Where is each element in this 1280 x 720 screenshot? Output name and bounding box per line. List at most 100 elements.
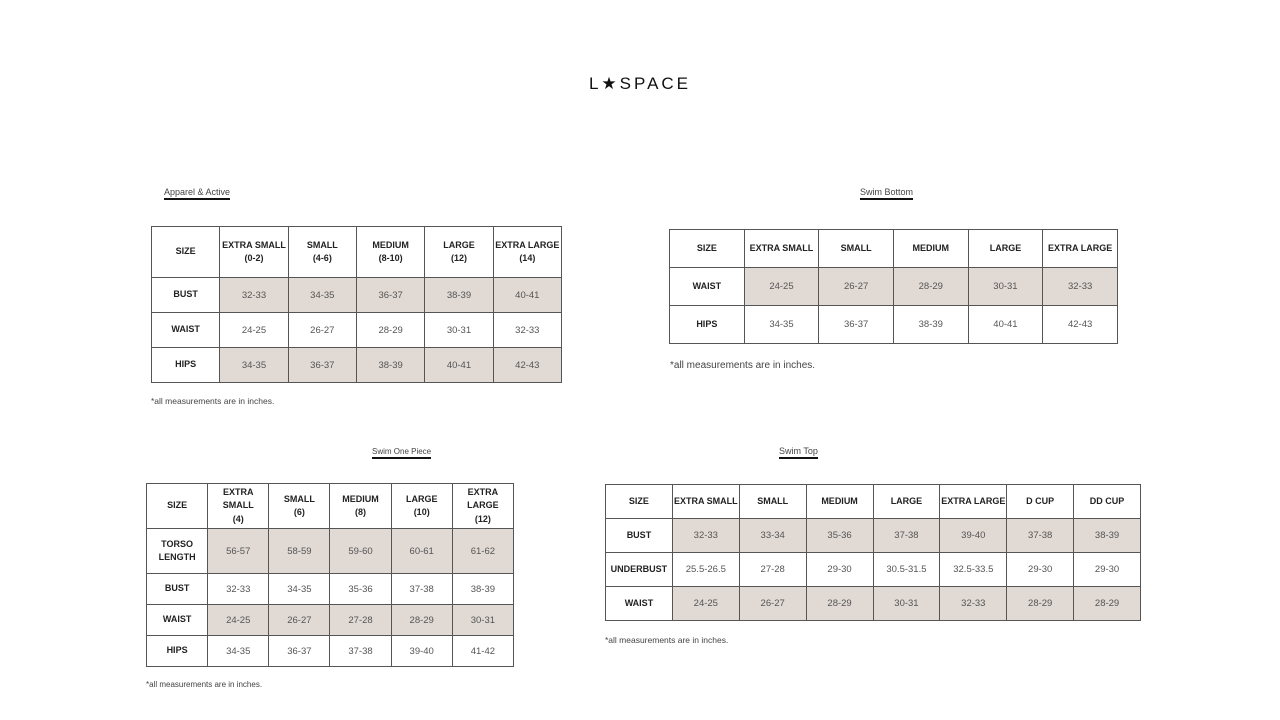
measurement-cell: 37-38	[1006, 518, 1075, 553]
column-header: MEDIUM	[892, 229, 969, 268]
header-row: SIZE EXTRA SMALL SMALL MEDIUM LARGE EXTRA LAR…	[605, 484, 1141, 519]
measurement-cell: 41-42	[451, 635, 515, 667]
row-label: WAIST	[605, 586, 673, 621]
row-label: BUST	[150, 277, 221, 313]
measurement-cell: 39-40	[939, 518, 1008, 553]
column-header: SMALL (4-6)	[287, 226, 357, 278]
size-header: SIZE	[145, 483, 209, 529]
measurement-cell: 42-43	[1042, 305, 1118, 344]
measurement-cell: 28-29	[892, 267, 969, 306]
swim-one-piece-note: *all measurements are in inches.	[146, 680, 263, 689]
measurement-cell: 32.5-33.5	[939, 552, 1008, 587]
swim-bottom-size-table: SIZE EXTRA SMALL SMALL MEDIUM LARGE EXTRA LAR…	[669, 229, 1118, 344]
column-header: SMALL (6)	[268, 483, 331, 529]
measurement-cell: 30-31	[872, 586, 941, 621]
size-header: SIZE	[150, 226, 221, 278]
row-label: HIPS	[145, 635, 209, 667]
measurement-cell: 28-29	[805, 586, 874, 621]
measurement-cell: 35-36	[805, 518, 874, 553]
measurement-cell: 59-60	[329, 528, 392, 574]
measurement-cell: 26-27	[738, 586, 807, 621]
measurement-cell: 40-41	[967, 305, 1044, 344]
measurement-cell: 36-37	[287, 347, 357, 383]
row-label: UNDERBUST	[605, 552, 673, 587]
column-header: EXTRA SMALL	[743, 229, 820, 268]
swim-top-size-table: SIZE EXTRA SMALL SMALL MEDIUM LARGE EXTRA LAR…	[605, 484, 1141, 621]
apparel-title: Apparel & Active	[164, 187, 231, 200]
swim-one-piece-size-table: SIZE EXTRA SMALL (4) SMALL (6) MEDIUM (8) LARGE…	[145, 483, 515, 667]
row-label: WAIST	[150, 312, 221, 348]
size-header: SIZE	[669, 229, 745, 268]
size-header: SIZE	[605, 484, 673, 519]
column-header: LARGE (10)	[390, 483, 453, 529]
row-label: WAIST	[669, 267, 745, 306]
column-header: EXTRA SMALL	[671, 484, 740, 519]
measurement-cell: 26-27	[818, 267, 894, 306]
measurement-cell: 40-41	[424, 347, 494, 383]
measurement-cell: 30-31	[451, 604, 515, 636]
measurement-cell: 32-33	[1042, 267, 1118, 306]
measurement-cell: 37-38	[329, 635, 392, 667]
column-header: EXTRA LARGE (14)	[492, 226, 563, 278]
measurement-cell: 38-39	[355, 347, 426, 383]
measurement-cell: 24-25	[743, 267, 820, 306]
measurement-cell: 56-57	[207, 528, 270, 574]
measurement-cell: 42-43	[492, 347, 563, 383]
measurement-cell: 60-61	[390, 528, 453, 574]
swim-bottom-title: Swim Bottom	[860, 187, 914, 200]
measurement-cell: 37-38	[872, 518, 941, 553]
table-row: BUST 32-33 33-34 35-36 37-38 39-40 37-38 38-39	[605, 518, 1141, 553]
measurement-cell: 37-38	[390, 573, 453, 605]
column-header: LARGE (12)	[424, 226, 494, 278]
measurement-cell: 26-27	[268, 604, 331, 636]
measurement-cell: 34-35	[207, 635, 270, 667]
measurement-cell: 38-39	[892, 305, 969, 344]
table-row: BUST 32-33 34-35 35-36 37-38 38-39	[145, 573, 515, 605]
column-header: LARGE	[967, 229, 1044, 268]
measurement-cell: 32-33	[207, 573, 270, 605]
measurement-cell: 28-29	[355, 312, 426, 348]
row-label: BUST	[145, 573, 209, 605]
table-row: HIPS 34-35 36-37 37-38 39-40 41-42	[145, 635, 515, 667]
table-row: HIPS 34-35 36-37 38-39 40-41 42-43	[669, 305, 1118, 344]
table-row: WAIST 24-25 26-27 27-28 28-29 30-31	[145, 604, 515, 636]
measurement-cell: 38-39	[424, 277, 494, 313]
column-header: SMALL	[738, 484, 807, 519]
row-label: WAIST	[145, 604, 209, 636]
row-label: TORSO LENGTH	[145, 528, 209, 574]
table-row: WAIST 24-25 26-27 28-29 30-31 32-33	[150, 312, 563, 348]
swim-bottom-note: *all measurements are in inches.	[670, 360, 816, 371]
measurement-cell: 29-30	[1073, 552, 1141, 587]
table-row: HIPS 34-35 36-37 38-39 40-41 42-43	[150, 347, 563, 383]
measurement-cell: 27-28	[738, 552, 807, 587]
measurement-cell: 32-33	[671, 518, 740, 553]
column-header: EXTRA LARGE (12)	[451, 483, 515, 529]
measurement-cell: 38-39	[1073, 518, 1141, 553]
measurement-cell: 30-31	[424, 312, 494, 348]
table-row: WAIST 24-25 26-27 28-29 30-31 32-33 28-29 28-29	[605, 586, 1141, 621]
row-label: HIPS	[150, 347, 221, 383]
column-header: EXTRA SMALL (0-2)	[219, 226, 289, 278]
measurement-cell: 36-37	[818, 305, 894, 344]
column-header: LARGE	[872, 484, 941, 519]
header-row: SIZE EXTRA SMALL (0-2) SMALL (4-6) MEDIUM (8-1…	[150, 226, 563, 278]
column-header: EXTRA LARGE	[939, 484, 1008, 519]
column-header: SMALL	[818, 229, 894, 268]
measurement-cell: 32-33	[219, 277, 289, 313]
measurement-cell: 33-34	[738, 518, 807, 553]
table-row: BUST 32-33 34-35 36-37 38-39 40-41	[150, 277, 563, 313]
column-header: MEDIUM (8-10)	[355, 226, 426, 278]
measurement-cell: 28-29	[390, 604, 453, 636]
measurement-cell: 36-37	[268, 635, 331, 667]
header-row: SIZE EXTRA SMALL SMALL MEDIUM LARGE EXTRA LAR…	[669, 229, 1118, 268]
row-label: BUST	[605, 518, 673, 553]
column-header: EXTRA LARGE	[1042, 229, 1118, 268]
row-label: HIPS	[669, 305, 745, 344]
measurement-cell: 32-33	[492, 312, 563, 348]
column-header: EXTRA SMALL (4)	[207, 483, 270, 529]
column-header: D CUP	[1006, 484, 1075, 519]
apparel-note: *all measurements are in inches.	[151, 396, 275, 406]
measurement-cell: 25.5-26.5	[671, 552, 740, 587]
swim-top-title: Swim Top	[779, 446, 818, 459]
measurement-cell: 35-36	[329, 573, 392, 605]
